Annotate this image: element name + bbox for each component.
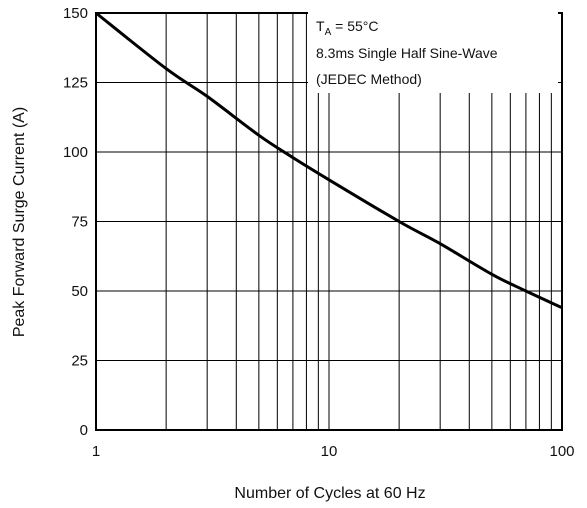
annotation-background: [308, 11, 558, 93]
x-tick-label: 10: [321, 443, 338, 460]
annotation-waveform: 8.3ms Single Half Sine-Wave: [316, 45, 498, 61]
annotation-method: (JEDEC Method): [316, 71, 422, 87]
y-tick-label: 50: [71, 283, 88, 300]
curve-layer: [95, 11, 563, 310]
surge-current-curve: [95, 11, 563, 310]
x-tick-label: 100: [549, 443, 574, 460]
annotation-box: TA = 55°C 8.3ms Single Half Sine-Wave (J…: [308, 11, 558, 93]
y-tick-label: 0: [80, 422, 88, 439]
y-tick-label: 25: [71, 353, 88, 370]
x-tick-labels: 1 10 100: [92, 443, 575, 460]
y-tick-label: 100: [63, 144, 88, 161]
y-tick-label: 150: [63, 5, 88, 22]
annotation-temperature: TA = 55°C: [316, 18, 378, 38]
x-axis-label: Number of Cycles at 60 Hz: [234, 485, 425, 502]
y-axis-label: Peak Forward Surge Current (A): [11, 107, 28, 337]
y-tick-label: 75: [71, 214, 88, 231]
y-tick-labels: 0 25 50 75 100 125 150: [63, 5, 88, 439]
x-tick-label: 1: [92, 443, 100, 460]
y-tick-label: 125: [63, 75, 88, 92]
